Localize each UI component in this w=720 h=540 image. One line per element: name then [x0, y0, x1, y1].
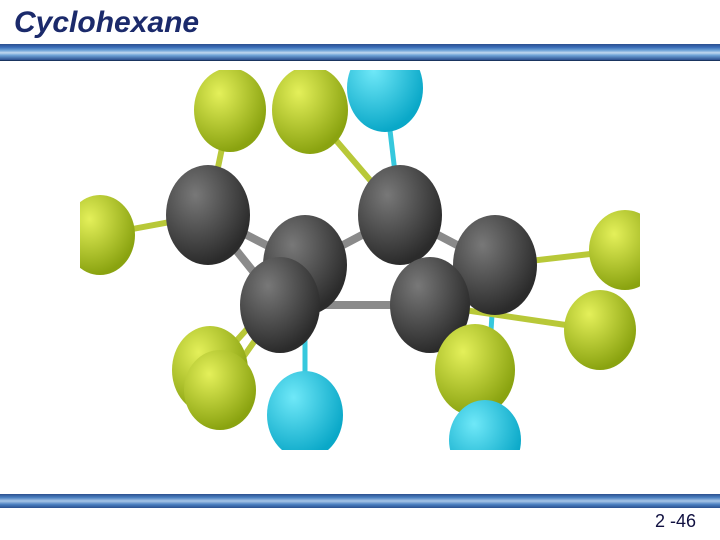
- molecule-svg: [80, 70, 640, 450]
- slide-title: Cyclohexane: [14, 6, 199, 40]
- page-number: 2 -46: [655, 511, 696, 532]
- title-divider: [0, 44, 720, 60]
- footer-divider: [0, 494, 720, 508]
- molecule-figure: [80, 70, 640, 450]
- slide: Cyclohexane 2 -46: [0, 0, 720, 540]
